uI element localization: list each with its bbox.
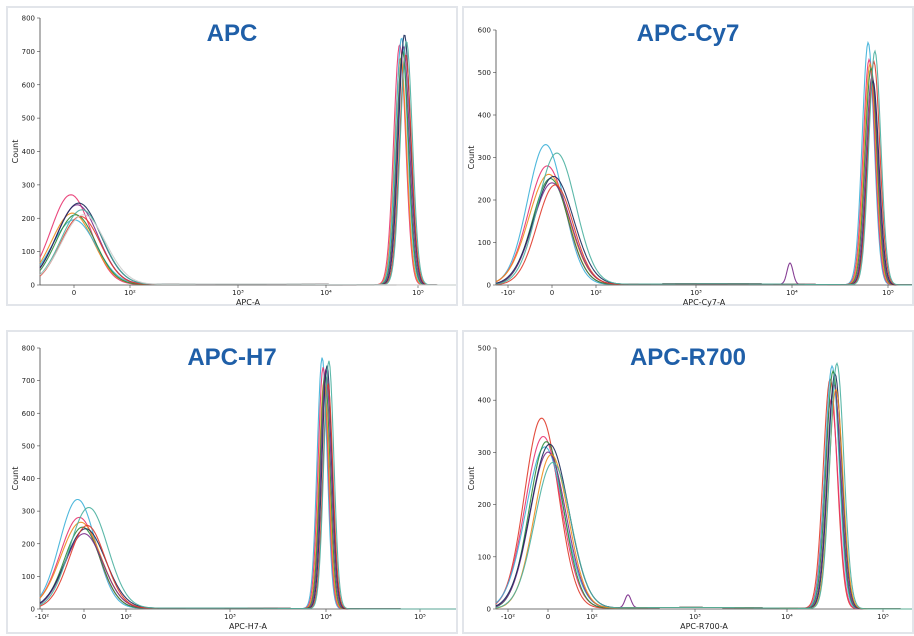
y-tick-label: 200 [478, 501, 491, 509]
x-tick-label: -10² [501, 613, 515, 621]
y-tick-label: 300 [478, 449, 491, 457]
histogram-series-line [495, 40, 912, 286]
chart-title: APC-H7 [187, 344, 277, 371]
chart-title: APC-Cy7 [636, 20, 740, 47]
y-tick-label: 500 [478, 345, 491, 353]
y-axis-label: Count [11, 140, 20, 164]
histogram-series-line [495, 388, 912, 610]
x-tick-label: 10³ [224, 613, 236, 621]
y-tick-label: 0 [487, 606, 491, 614]
y-axis-label: Count [467, 146, 476, 170]
x-tick-label: 10⁵ [412, 289, 424, 297]
x-tick-label: -10² [35, 613, 49, 621]
y-tick-label: 100 [478, 239, 491, 247]
x-tick-label: 10² [590, 289, 602, 297]
histogram-series-line [495, 57, 912, 286]
y-axis-label: Count [467, 467, 476, 491]
x-tick-label: 10³ [232, 289, 244, 297]
histogram-series-line [39, 368, 456, 610]
x-tick-label: 10² [120, 613, 132, 621]
y-tick-label: 600 [22, 410, 35, 418]
x-tick-label: 10³ [690, 289, 702, 297]
histogram-series-line [39, 373, 456, 610]
x-tick-label: 10⁴ [320, 613, 332, 621]
x-tick-label: -10² [501, 289, 515, 297]
x-tick-label: 0 [546, 613, 550, 621]
histogram-panel-apc-cy7: 0 100 200 300 400 500 600 -10² 0 10² 10³ 10⁴ 10⁵ APC-… [462, 6, 914, 307]
y-tick-label: 300 [478, 154, 491, 162]
y-tick-label: 400 [478, 112, 491, 120]
x-tick-label: 10⁵ [877, 613, 889, 621]
histogram-chart: 0 100 200 300 400 500 -10² 0 10² 10³ 10⁴ 10⁵ APC-R70… [467, 345, 912, 631]
y-tick-label: 700 [22, 377, 35, 385]
y-tick-label: 700 [22, 48, 35, 56]
histogram-panel-apc: 0 100 200 300 400 500 600 700 800 0 10² 10³ 10⁴ 10⁵ AP… [6, 6, 458, 307]
y-tick-label: 0 [31, 282, 35, 290]
x-tick-label: 10⁴ [786, 289, 798, 297]
chart-title: APC [206, 20, 258, 47]
histogram-series-line [495, 59, 912, 286]
y-tick-label: 800 [22, 345, 35, 353]
chart-title: APC-R700 [629, 344, 747, 371]
y-tick-label: 500 [22, 115, 35, 123]
histogram-series-line [39, 357, 456, 610]
y-tick-label: 0 [487, 282, 491, 290]
y-tick-label: 200 [478, 197, 491, 205]
y-tick-label: 100 [478, 553, 491, 561]
y-tick-label: 500 [22, 442, 35, 450]
y-tick-label: 500 [478, 69, 491, 77]
y-tick-label: 100 [22, 248, 35, 256]
x-tick-label: 10⁵ [414, 613, 426, 621]
histogram-series-line [495, 49, 912, 286]
y-tick-label: 100 [22, 573, 35, 581]
y-tick-label: 200 [22, 540, 35, 548]
x-axis-label: APC-H7-A [229, 622, 268, 631]
y-tick-label: 600 [22, 81, 35, 89]
x-axis-label: APC-A [236, 298, 261, 307]
histogram-series-line [39, 365, 456, 610]
y-axis-label: Count [11, 467, 20, 491]
y-tick-label: 400 [22, 475, 35, 483]
x-tick-label: 10³ [689, 613, 701, 621]
y-tick-label: 300 [22, 181, 35, 189]
histogram-series-line [39, 380, 456, 610]
x-tick-label: 0 [550, 289, 554, 297]
histogram-chart: 0 100 200 300 400 500 600 -10² 0 10² 10³ 10⁴ 10⁵ APC-… [467, 27, 912, 307]
histogram-panel-apc-h7: 0 100 200 300 400 500 600 700 800 -10² 0 10² 10³ 10⁴ 1… [6, 330, 458, 634]
x-tick-label: 0 [82, 613, 86, 621]
histogram-series-line [39, 367, 456, 610]
x-axis-label: APC-R700-A [680, 622, 728, 631]
y-tick-label: 400 [22, 148, 35, 156]
x-axis-label: APC-Cy7-A [683, 298, 726, 307]
histogram-chart: 0 100 200 300 400 500 600 700 800 0 10² 10³ 10⁴ 10⁵ AP… [11, 15, 456, 307]
y-tick-label: 600 [478, 27, 491, 35]
histogram-series-line [495, 79, 912, 286]
histogram-series-line [495, 74, 912, 286]
histogram-series-line [39, 360, 456, 610]
y-tick-label: 300 [22, 508, 35, 516]
x-tick-label: 10⁵ [882, 289, 894, 297]
y-tick-label: 0 [31, 606, 35, 614]
x-tick-label: 0 [72, 289, 76, 297]
y-tick-label: 400 [478, 397, 491, 405]
histogram-series-line [39, 214, 456, 286]
x-tick-label: 10² [124, 289, 136, 297]
y-tick-label: 200 [22, 215, 35, 223]
y-tick-label: 800 [22, 15, 35, 23]
x-tick-label: 10⁴ [781, 613, 793, 621]
x-tick-label: 10⁴ [320, 289, 332, 297]
histogram-panel-apc-r700: 0 100 200 300 400 500 -10² 0 10² 10³ 10⁴ 10⁵ APC-R70… [462, 330, 914, 634]
x-tick-label: 10² [586, 613, 598, 621]
histogram-series-line [39, 383, 456, 610]
histogram-series-line [495, 361, 912, 610]
